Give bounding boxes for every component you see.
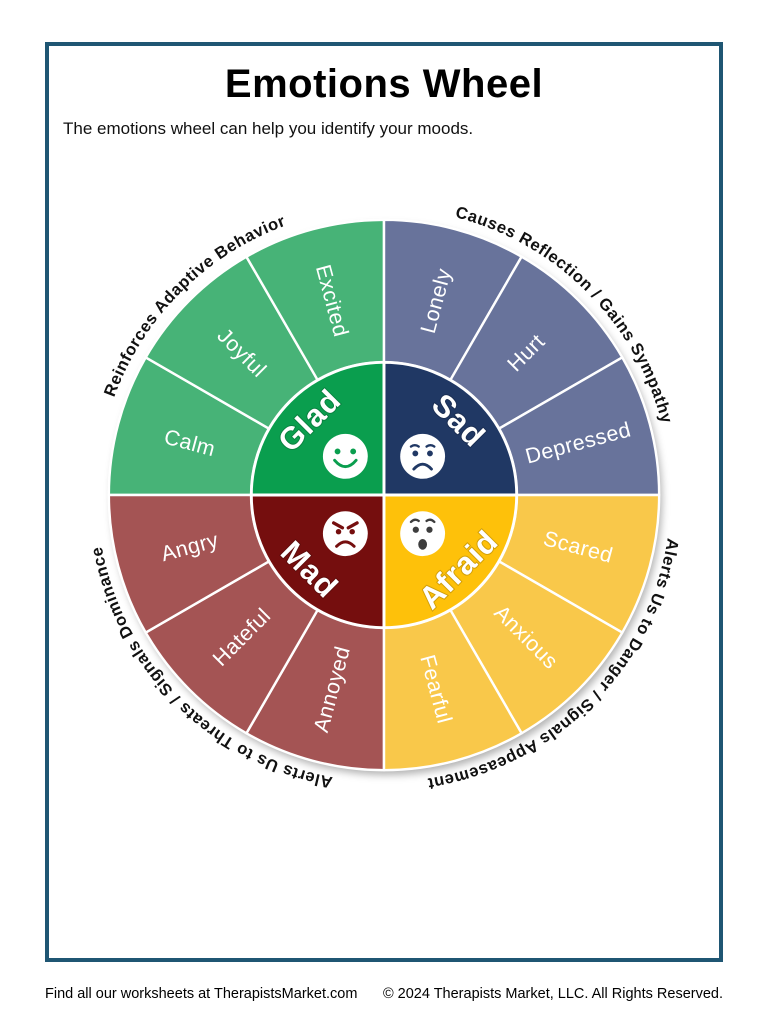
page-footer: Find all our worksheets at TherapistsMar… bbox=[45, 986, 723, 1002]
page-subtitle: The emotions wheel can help you identify… bbox=[63, 119, 474, 138]
page-title: Emotions Wheel bbox=[224, 62, 544, 106]
fearful-face-icon bbox=[400, 511, 446, 557]
smiling-face-icon bbox=[322, 433, 368, 479]
page-border: Emotions Wheel The emotions wheel can he… bbox=[45, 42, 723, 962]
footer-copyright-text: © 2024 Therapists Market, LLC. All Right… bbox=[382, 986, 723, 1002]
sad-face-icon bbox=[400, 433, 446, 479]
angry-face-icon bbox=[322, 511, 368, 557]
footer-worksheets-text: Find all our worksheets at TherapistsMar… bbox=[45, 986, 358, 1002]
